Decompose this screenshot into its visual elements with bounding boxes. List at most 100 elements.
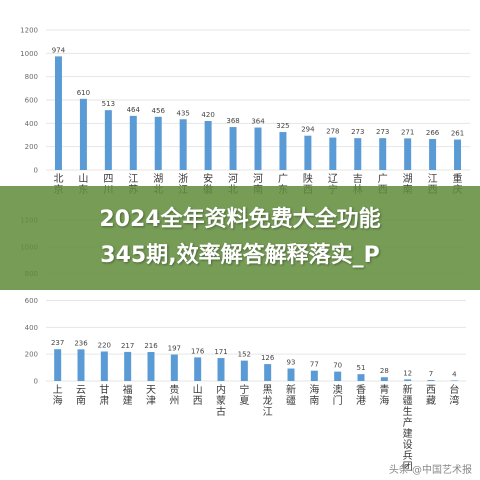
category-label-1-7-2: 古 — [216, 405, 226, 418]
bar-1-16 — [427, 380, 435, 381]
data-label-0-4: 456 — [152, 107, 166, 115]
data-label-0-3: 464 — [127, 106, 141, 114]
category-label-1-5-0: 贵 — [169, 383, 179, 396]
y-tick-label-0-1000: 1000 — [20, 50, 38, 58]
bar-1-15 — [404, 379, 412, 381]
category-label-0-11-0: 辽 — [328, 173, 338, 185]
category-label-1-3-0: 福 — [123, 383, 133, 396]
category-label-1-16-1: 藏 — [426, 395, 436, 407]
data-label-1-6: 176 — [191, 347, 205, 355]
data-label-1-10: 93 — [287, 359, 296, 367]
bar-1-12 — [334, 371, 342, 381]
data-label-1-3: 217 — [121, 342, 134, 350]
category-label-0-7-0: 河 — [228, 173, 238, 185]
category-label-1-1-0: 云 — [76, 385, 86, 396]
data-label-0-6: 420 — [201, 111, 214, 119]
data-label-1-4: 216 — [144, 342, 158, 350]
category-label-1-7-1: 蒙 — [216, 394, 226, 407]
category-label-1-12-0: 澳 — [333, 383, 343, 396]
title-banner: 2024全年资料免费大全功能 345期,效率解答解释落实_P — [0, 186, 480, 290]
data-label-0-1: 610 — [77, 89, 90, 97]
category-label-1-0-1: 海 — [53, 394, 63, 407]
y-tick-label-0-1200: 1200 — [20, 27, 38, 35]
category-label-0-9-0: 广 — [278, 173, 288, 185]
category-label-1-11-0: 海 — [309, 383, 319, 396]
category-label-1-8-0: 宁 — [239, 383, 249, 396]
category-label-1-17-1: 湾 — [449, 394, 459, 407]
bar-0-8 — [254, 127, 262, 170]
bar-0-10 — [304, 135, 312, 170]
banner-line-2: 345期,效率解答解释落实_P — [100, 243, 380, 268]
y-tick-label-1-600: 600 — [25, 297, 38, 305]
category-label-0-8-0: 河 — [253, 173, 263, 185]
category-label-0-0-0: 北 — [53, 173, 63, 185]
bar-1-8 — [240, 360, 248, 381]
category-label-1-15-6: 兵 — [403, 449, 413, 462]
bar-0-16 — [454, 139, 462, 170]
category-label-0-12-0: 吉 — [353, 173, 363, 185]
bar-0-7 — [229, 127, 237, 170]
bar-1-2 — [100, 351, 108, 381]
bar-1-14 — [380, 377, 388, 381]
category-label-1-4-1: 津 — [146, 395, 156, 407]
data-label-0-9: 325 — [276, 122, 289, 130]
data-label-1-7: 171 — [214, 348, 227, 356]
data-label-0-8: 364 — [251, 118, 265, 126]
y-tick-label-0-800: 800 — [25, 73, 38, 81]
category-label-0-6-0: 安 — [203, 172, 213, 185]
category-label-1-15-3: 产 — [403, 416, 413, 429]
category-label-1-8-1: 夏 — [239, 395, 249, 407]
category-label-0-2-0: 四 — [103, 174, 113, 185]
category-label-1-15-5: 设 — [403, 439, 413, 451]
bar-1-9 — [264, 364, 272, 381]
data-label-1-1: 236 — [74, 339, 88, 347]
category-label-1-15-0: 新 — [403, 383, 413, 396]
category-label-1-11-1: 南 — [309, 394, 319, 407]
banner-line-1: 2024全年资料免费大全功能 — [99, 207, 381, 232]
category-label-1-10-0: 新 — [286, 383, 296, 396]
category-label-1-9-0: 黑 — [263, 384, 273, 396]
bar-1-4 — [147, 352, 155, 381]
category-label-1-0-0: 上 — [53, 384, 63, 396]
y-tick-label-1-400: 400 — [25, 324, 38, 332]
category-label-0-15-0: 江 — [428, 173, 438, 185]
y-tick-label-0-200: 200 — [25, 143, 38, 151]
data-label-0-14: 271 — [401, 128, 414, 136]
data-label-1-8: 152 — [238, 351, 251, 359]
data-label-0-7: 368 — [226, 117, 239, 125]
bar-1-5 — [170, 354, 178, 381]
bar-0-5 — [179, 119, 187, 170]
bar-0-15 — [429, 138, 437, 170]
data-label-1-2: 220 — [98, 341, 111, 349]
category-label-0-13-0: 广 — [378, 173, 388, 185]
category-label-1-12-1: 门 — [333, 394, 343, 407]
category-label-0-14-0: 湖 — [403, 173, 413, 185]
category-label-1-14-0: 青 — [379, 383, 389, 396]
bar-0-3 — [129, 115, 137, 170]
category-label-0-16-0: 重 — [453, 172, 463, 185]
bar-0-12 — [354, 138, 362, 170]
bar-0-1 — [79, 98, 87, 170]
bar-0-0 — [54, 56, 62, 170]
data-label-1-16: 7 — [429, 370, 433, 378]
category-label-1-15-2: 生 — [403, 405, 413, 418]
data-label-0-15: 266 — [426, 129, 440, 137]
y-tick-label-1-200: 200 — [25, 351, 38, 359]
bar-1-1 — [77, 349, 85, 381]
data-label-0-13: 273 — [376, 128, 389, 136]
category-label-1-1-1: 南 — [76, 394, 86, 407]
y-tick-label-0-600: 600 — [25, 97, 38, 105]
data-label-0-0: 974 — [52, 46, 66, 54]
category-label-1-7-0: 内 — [216, 383, 226, 396]
category-label-1-5-1: 州 — [169, 395, 179, 407]
bar-0-13 — [379, 138, 387, 170]
category-label-0-10-0: 陕 — [303, 172, 313, 185]
category-label-0-3-0: 江 — [128, 173, 138, 185]
category-label-1-17-0: 台 — [449, 383, 459, 396]
category-label-1-3-1: 建 — [123, 394, 133, 407]
category-label-1-4-0: 天 — [146, 385, 156, 396]
category-label-1-6-1: 西 — [193, 396, 203, 407]
data-label-0-5: 435 — [176, 109, 189, 117]
category-label-1-2-1: 肃 — [99, 395, 109, 407]
category-label-1-13-1: 港 — [356, 395, 366, 407]
